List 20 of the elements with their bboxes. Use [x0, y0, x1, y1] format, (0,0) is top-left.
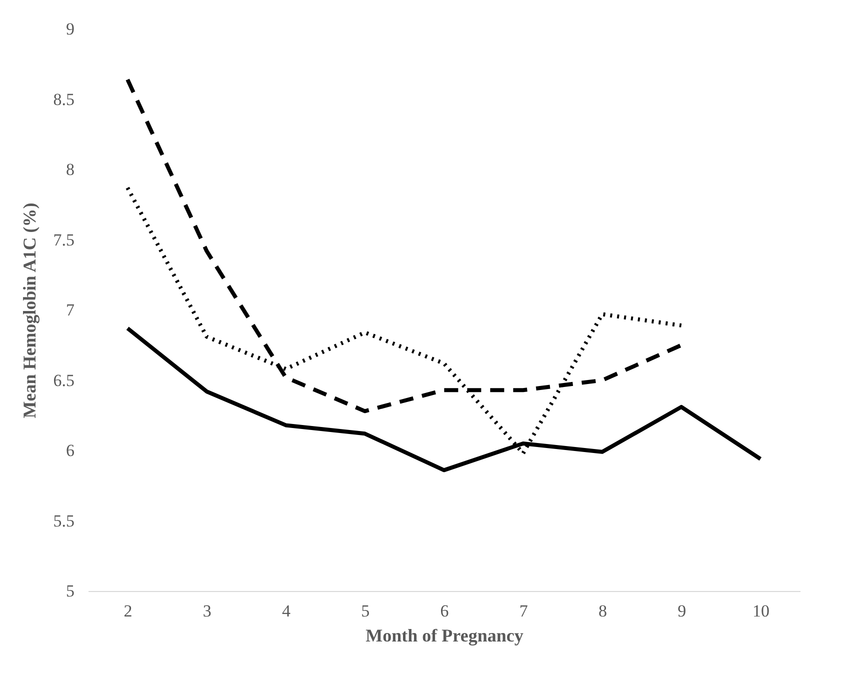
y-axis-title: Mean Hemoglobin A1C (%): [19, 202, 40, 418]
x-axis-title: Month of Pregnancy: [366, 626, 524, 646]
y-tick-label: 5.5: [53, 511, 74, 530]
y-tick-label: 8: [66, 160, 74, 179]
y-tick-label: 6.5: [53, 370, 74, 390]
x-tick-label: 9: [678, 602, 686, 620]
y-tick-label: 7.5: [53, 230, 74, 250]
x-tick-label: 3: [202, 602, 212, 620]
x-tick-label: 5: [361, 602, 370, 620]
x-tick-label: 6: [440, 602, 449, 620]
x-tick-label: 10: [752, 602, 770, 620]
y-tick-label: 7: [66, 300, 75, 320]
x-tick-label: 2: [124, 602, 132, 620]
x-tick-label: 4: [282, 602, 292, 620]
x-tick-label: 7: [519, 602, 528, 620]
y-tick-label: 5: [66, 582, 74, 600]
y-tick-label: 6: [66, 441, 74, 460]
x-tick-label: 8: [598, 602, 607, 620]
y-tick-label: 8.5: [53, 90, 74, 109]
y-tick-label: 9: [66, 20, 74, 38]
